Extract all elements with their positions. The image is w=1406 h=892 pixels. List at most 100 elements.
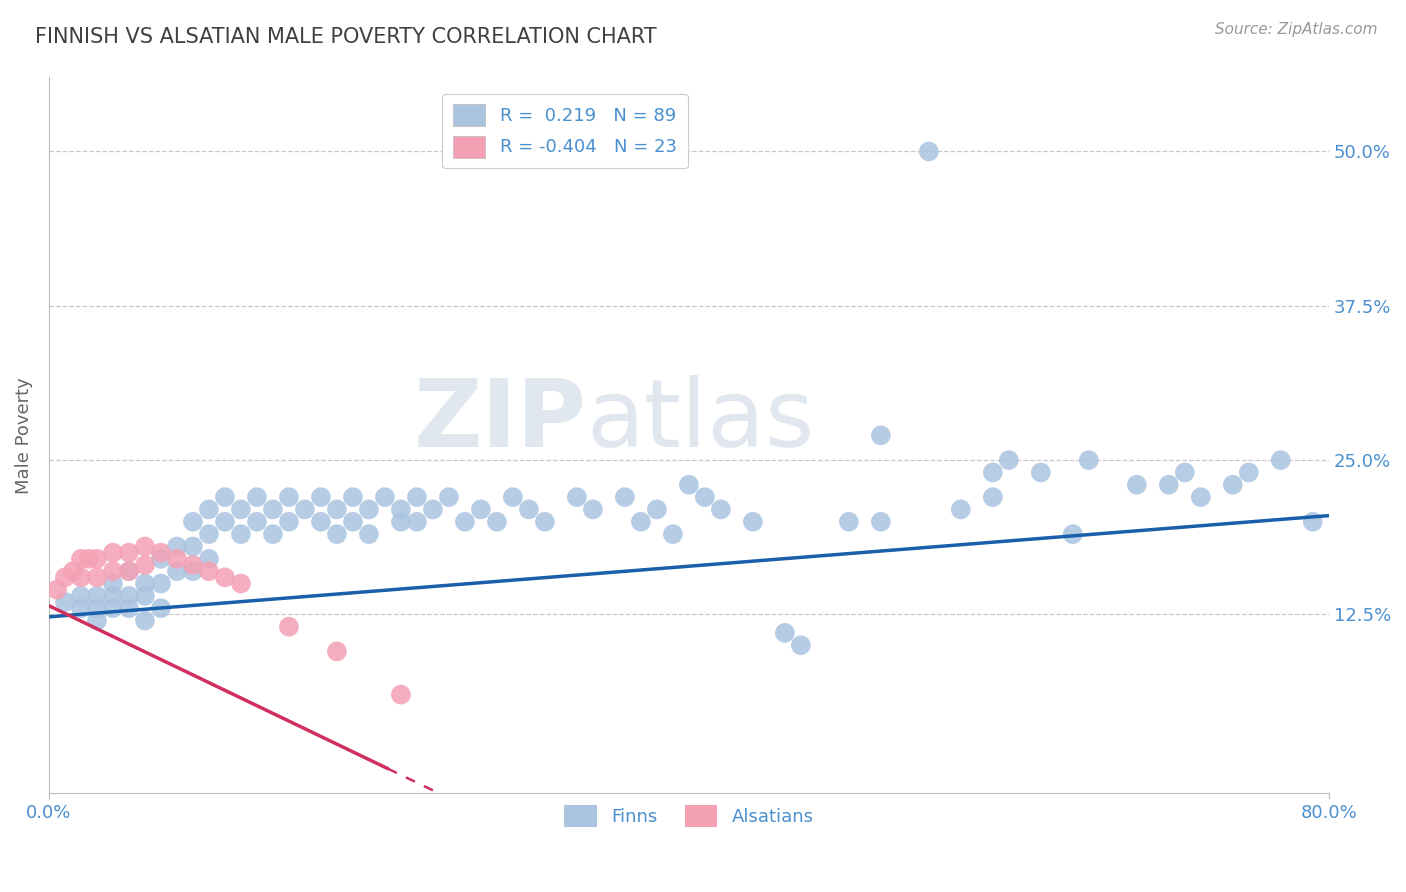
- Point: [773, 626, 796, 640]
- Point: [342, 490, 364, 504]
- Point: [645, 502, 668, 516]
- Point: [262, 502, 284, 516]
- Point: [582, 502, 605, 516]
- Point: [406, 490, 429, 504]
- Text: ZIP: ZIP: [413, 375, 586, 467]
- Point: [70, 551, 93, 566]
- Point: [741, 515, 763, 529]
- Point: [710, 502, 733, 516]
- Point: [981, 466, 1004, 480]
- Point: [214, 515, 236, 529]
- Point: [149, 546, 172, 560]
- Point: [517, 502, 540, 516]
- Point: [166, 551, 188, 566]
- Point: [357, 502, 380, 516]
- Point: [134, 589, 156, 603]
- Text: Source: ZipAtlas.com: Source: ZipAtlas.com: [1215, 22, 1378, 37]
- Point: [1062, 527, 1084, 541]
- Y-axis label: Male Poverty: Male Poverty: [15, 377, 32, 494]
- Point: [198, 502, 221, 516]
- Point: [86, 570, 108, 584]
- Point: [181, 515, 204, 529]
- Point: [294, 502, 316, 516]
- Point: [1077, 453, 1099, 467]
- Point: [198, 527, 221, 541]
- Point: [838, 515, 860, 529]
- Point: [326, 644, 349, 658]
- Point: [53, 595, 76, 609]
- Point: [134, 614, 156, 628]
- Point: [326, 502, 349, 516]
- Point: [181, 540, 204, 554]
- Point: [534, 515, 557, 529]
- Text: FINNISH VS ALSATIAN MALE POVERTY CORRELATION CHART: FINNISH VS ALSATIAN MALE POVERTY CORRELA…: [35, 27, 657, 46]
- Point: [53, 570, 76, 584]
- Point: [246, 490, 269, 504]
- Point: [437, 490, 460, 504]
- Point: [790, 638, 813, 652]
- Point: [342, 515, 364, 529]
- Point: [62, 564, 84, 578]
- Point: [357, 527, 380, 541]
- Point: [214, 490, 236, 504]
- Point: [309, 515, 332, 529]
- Point: [309, 490, 332, 504]
- Point: [86, 551, 108, 566]
- Point: [149, 551, 172, 566]
- Point: [166, 540, 188, 554]
- Point: [630, 515, 652, 529]
- Point: [101, 601, 124, 615]
- Point: [1189, 490, 1212, 504]
- Point: [869, 515, 891, 529]
- Point: [149, 601, 172, 615]
- Point: [86, 614, 108, 628]
- Point: [70, 601, 93, 615]
- Point: [406, 515, 429, 529]
- Point: [374, 490, 396, 504]
- Point: [262, 527, 284, 541]
- Point: [101, 564, 124, 578]
- Point: [214, 570, 236, 584]
- Point: [998, 453, 1021, 467]
- Point: [198, 551, 221, 566]
- Point: [118, 601, 141, 615]
- Point: [134, 558, 156, 572]
- Point: [166, 564, 188, 578]
- Point: [134, 576, 156, 591]
- Point: [1270, 453, 1292, 467]
- Point: [181, 564, 204, 578]
- Point: [198, 564, 221, 578]
- Point: [1174, 466, 1197, 480]
- Point: [389, 502, 412, 516]
- Point: [1126, 477, 1149, 491]
- Point: [86, 589, 108, 603]
- Point: [502, 490, 524, 504]
- Point: [326, 527, 349, 541]
- Point: [229, 527, 252, 541]
- Point: [1157, 477, 1180, 491]
- Text: atlas: atlas: [586, 375, 814, 467]
- Point: [181, 558, 204, 572]
- Point: [918, 145, 941, 159]
- Legend: Finns, Alsatians: Finns, Alsatians: [557, 798, 821, 834]
- Point: [229, 576, 252, 591]
- Point: [693, 490, 716, 504]
- Point: [70, 570, 93, 584]
- Point: [1029, 466, 1052, 480]
- Point: [86, 601, 108, 615]
- Point: [565, 490, 588, 504]
- Point: [485, 515, 508, 529]
- Point: [278, 490, 301, 504]
- Point: [118, 564, 141, 578]
- Point: [118, 546, 141, 560]
- Point: [118, 564, 141, 578]
- Point: [246, 515, 269, 529]
- Point: [229, 502, 252, 516]
- Point: [1302, 515, 1324, 529]
- Point: [77, 551, 100, 566]
- Point: [613, 490, 636, 504]
- Point: [662, 527, 685, 541]
- Point: [134, 540, 156, 554]
- Point: [678, 477, 700, 491]
- Point: [118, 589, 141, 603]
